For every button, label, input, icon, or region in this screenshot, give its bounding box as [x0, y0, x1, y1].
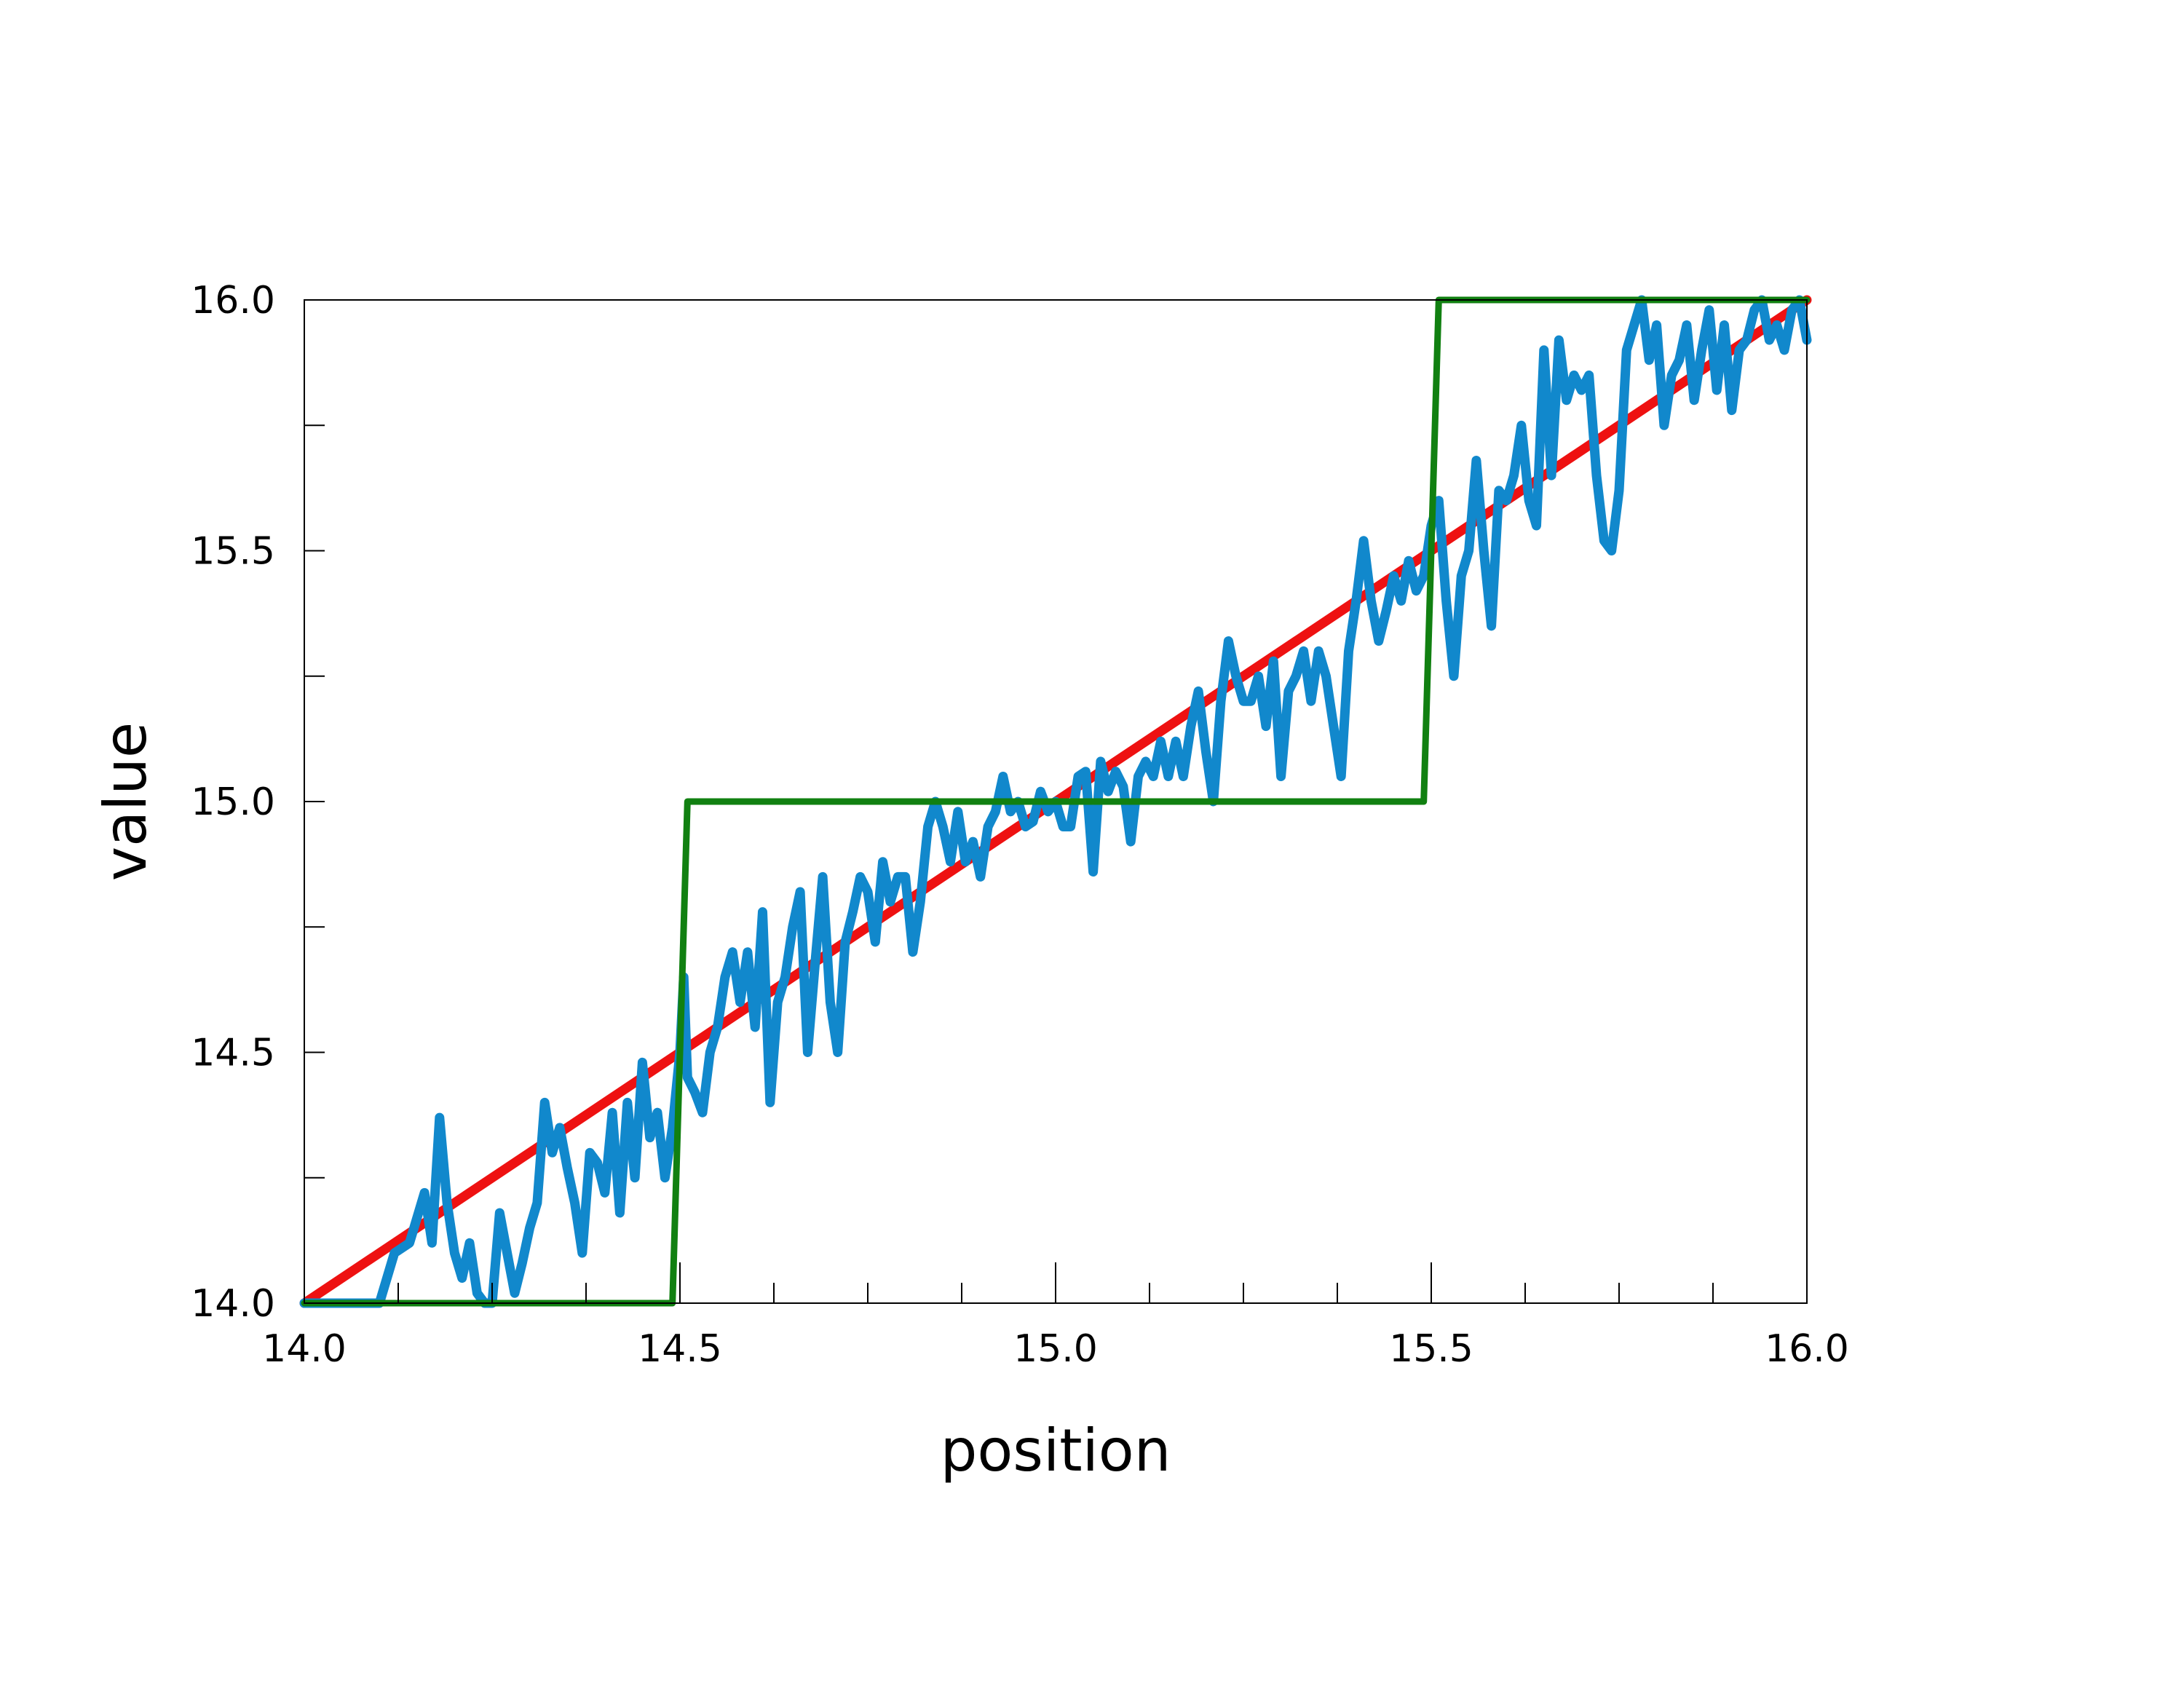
- y-tick-label: 15.5: [191, 530, 275, 574]
- y-tick-label: 16.0: [191, 279, 275, 323]
- labels-layer: 14.0 14.5 15.0 15.5 16.0 14.0 14.5 15.0 15.5 16.0: [191, 279, 1849, 1371]
- ticks-layer: [304, 424, 1714, 1303]
- y-tick-label: 14.5: [191, 1032, 275, 1075]
- x-axis-title: position: [941, 1417, 1171, 1484]
- noisy-series-line: [299, 295, 1812, 1308]
- x-tick-label: 16.0: [1765, 1327, 1849, 1371]
- x-tick-label: 14.5: [638, 1327, 722, 1371]
- y-tick-label: 15.0: [191, 780, 275, 824]
- x-tick-label: 15.0: [1013, 1327, 1098, 1371]
- y-tick-label: 14.0: [191, 1282, 275, 1326]
- series-layer: [299, 295, 1812, 1308]
- step-series-line: [301, 296, 1811, 1307]
- x-tick-label: 15.5: [1389, 1327, 1473, 1371]
- x-tick-label: 14.0: [262, 1327, 347, 1371]
- y-axis-title: value: [92, 722, 159, 882]
